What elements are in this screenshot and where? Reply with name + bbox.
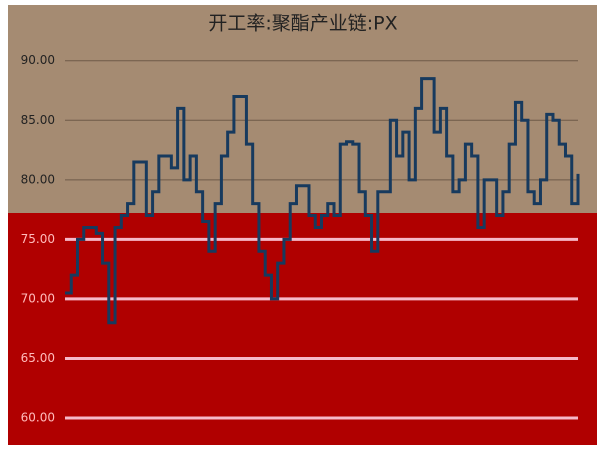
y-tick-label: 65.00 (21, 351, 55, 365)
y-tick-label: 90.00 (21, 53, 55, 67)
plot-background-lower (8, 213, 597, 445)
y-tick-label: 60.00 (21, 411, 55, 425)
line (65, 77, 580, 325)
plot-background (8, 5, 597, 213)
y-tick-label: 80.00 (21, 172, 55, 186)
y-tick-label: 85.00 (21, 113, 55, 127)
y-tick-label: 70.00 (21, 291, 55, 305)
chart-title: 开工率:聚酯产业链:PX (208, 13, 397, 35)
y-tick-label: 75.00 (21, 232, 55, 246)
